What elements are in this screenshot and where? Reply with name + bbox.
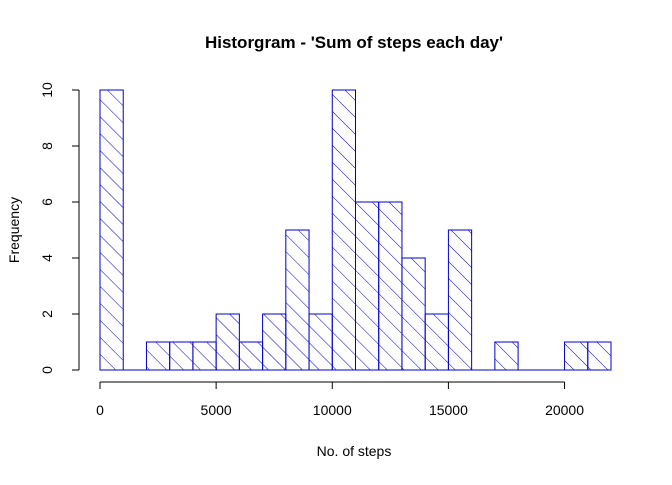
y-tick-label: 4 [39,254,55,262]
histogram-bar [215,313,240,371]
x-axis-label: No. of steps [317,443,392,459]
y-tick-label: 0 [39,366,55,374]
y-axis: 0 2 4 6 8 10 [39,82,80,374]
x-tick-label: 15000 [429,402,468,418]
histogram-bar [192,341,217,371]
histogram-bar [355,201,380,371]
histogram-bar [145,341,171,371]
x-tick-label: 0 [96,402,104,418]
y-axis-label: Frequency [6,197,22,263]
histogram-bar [331,89,357,371]
histogram-bar [587,341,612,371]
x-tick-label: 20000 [545,402,584,418]
histogram-bar [424,313,449,371]
histogram-bar [99,89,124,371]
y-tick-label: 10 [39,82,55,98]
histogram-bar [401,257,426,371]
y-tick-label: 6 [39,198,55,206]
histogram-bar [169,341,194,371]
x-tick-label: 5000 [201,402,232,418]
histogram-bar [378,201,403,371]
histogram-bar [262,313,287,371]
bars-group [99,89,612,371]
x-axis: 0 5000 10000 15000 20000 [96,381,584,418]
histogram-bar [285,229,310,371]
histogram-bar [494,341,519,371]
chart-title: Historgram - 'Sum of steps each day' [205,33,503,52]
y-tick-label: 8 [39,142,55,150]
histogram-bar [564,341,589,371]
histogram-bar [238,341,264,371]
histogram-bar [308,313,333,371]
histogram-bar [447,229,473,371]
y-tick-label: 2 [39,310,55,318]
x-tick-label: 10000 [313,402,352,418]
